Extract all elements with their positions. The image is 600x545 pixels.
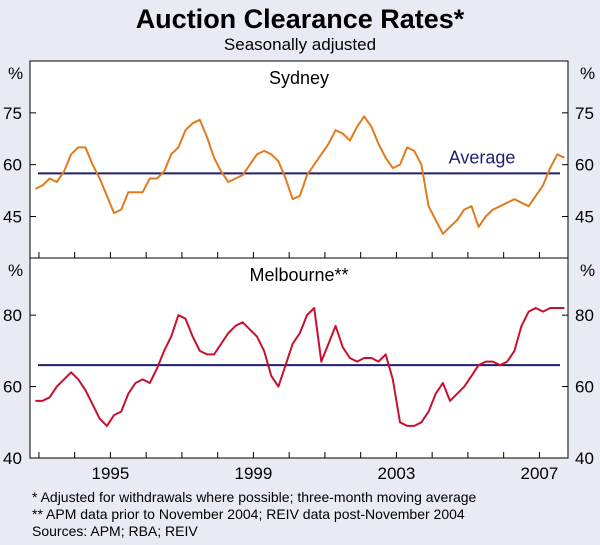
y-unit-left: % [8, 261, 23, 280]
y-tick-label-right: 75 [575, 104, 594, 123]
y-tick-label-right: 45 [575, 208, 594, 227]
y-tick-label-left: 80 [3, 306, 22, 325]
series-line-0 [34, 115, 565, 235]
y-unit-right: % [580, 64, 595, 83]
y-unit-right: % [580, 261, 595, 280]
y-tick-label-left: 60 [3, 156, 22, 175]
footnote-data-source: ** APM data prior to November 2004; REIV… [32, 506, 465, 522]
y-tick-label-right: 80 [575, 306, 594, 325]
y-tick-label-right: 40 [575, 449, 594, 468]
footnote-adjustment: * Adjusted for withdrawals where possibl… [32, 489, 477, 505]
footnote-sources: Sources: APM; RBA; REIV [32, 523, 198, 539]
chart-title: Auction Clearance Rates* [135, 4, 465, 34]
y-tick-label-left: 40 [3, 449, 22, 468]
y-tick-label-left: 45 [3, 208, 22, 227]
x-tick-label: 1999 [235, 464, 273, 483]
panel-title: Sydney [269, 68, 329, 88]
y-unit-left: % [8, 64, 23, 83]
x-tick-label: 2003 [377, 464, 415, 483]
y-tick-label-right: 60 [575, 378, 594, 397]
series-line-1 [35, 307, 565, 427]
y-tick-label-left: 60 [3, 378, 22, 397]
y-tick-label-left: 75 [3, 104, 22, 123]
average-label: Average [449, 147, 516, 167]
chart-subtitle: Seasonally adjusted [223, 35, 377, 54]
x-tick-label: 1995 [92, 464, 130, 483]
y-tick-label-right: 60 [575, 156, 594, 175]
plot-frame [29, 60, 569, 459]
x-tick-label: 2007 [520, 464, 558, 483]
footnotes: * Adjusted for withdrawals where possibl… [32, 489, 476, 540]
panel-title: Melbourne** [249, 265, 348, 285]
